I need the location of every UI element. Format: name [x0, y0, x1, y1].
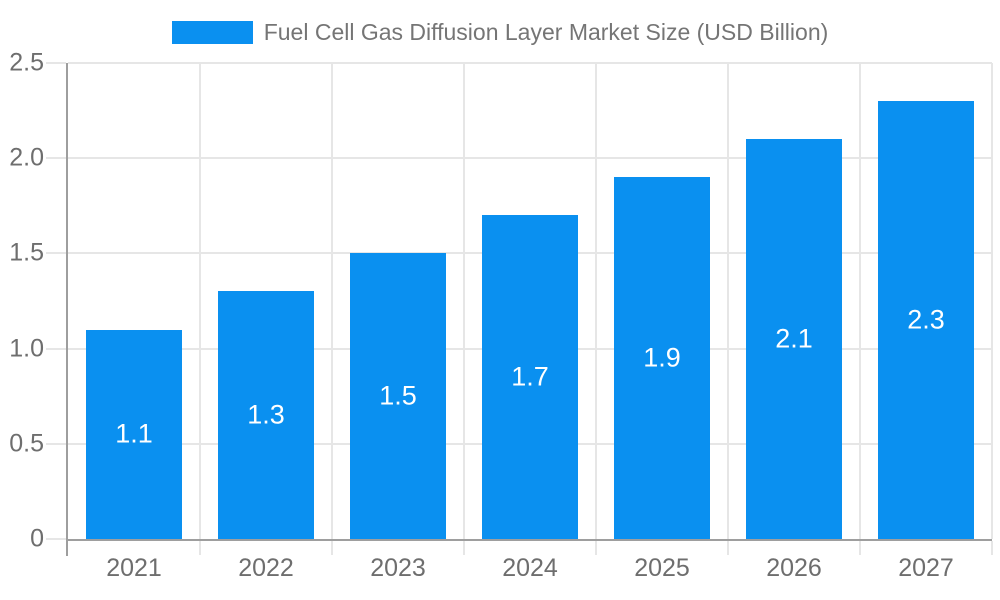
y-tick-label: 0.5 — [9, 429, 44, 458]
bar: 1.1 — [85, 329, 183, 539]
x-axis-tick — [991, 541, 993, 555]
h-gridline — [68, 157, 992, 160]
bar-value-label: 2.3 — [907, 304, 945, 335]
bar: 2.3 — [877, 101, 975, 539]
y-axis-tick — [46, 347, 66, 350]
v-gridline — [198, 63, 201, 539]
bar: 1.5 — [349, 253, 447, 539]
y-axis-tick — [46, 157, 66, 160]
bar: 1.9 — [613, 177, 711, 539]
y-axis-tick — [46, 442, 66, 445]
v-gridline — [463, 63, 465, 539]
y-tick-label: 1.0 — [9, 334, 44, 363]
y-tick-label: 2.5 — [9, 48, 44, 77]
x-axis-tick — [727, 541, 729, 555]
plot-area: 0 0.5 1.0 1.5 2.0 2.5 1.1 2021 1.3 2022 1.5 2023 1.7… — [9, 50, 993, 582]
x-tick-label: 2027 — [898, 554, 954, 582]
chart-legend: Fuel Cell Gas Diffusion Layer Market Siz… — [0, 17, 1000, 47]
h-gridline — [68, 62, 992, 64]
v-gridline — [727, 63, 729, 539]
bar-value-label: 1.7 — [511, 361, 549, 392]
bar-value-label: 2.1 — [775, 323, 813, 354]
bar-value-label: 1.1 — [115, 418, 153, 449]
x-tick-label: 2025 — [634, 554, 690, 582]
y-axis-tick — [46, 538, 66, 540]
x-tick-label: 2024 — [502, 554, 558, 582]
bar: 1.7 — [481, 215, 579, 539]
bar-value-label: 1.5 — [379, 380, 417, 411]
legend-label: Fuel Cell Gas Diffusion Layer Market Siz… — [263, 18, 829, 45]
x-axis-tick — [198, 541, 201, 555]
v-gridline — [991, 63, 993, 539]
x-axis-tick — [463, 541, 465, 555]
v-gridline — [330, 63, 333, 539]
y-axis-tick — [46, 62, 66, 64]
x-axis-tick — [594, 541, 597, 555]
x-axis-tick — [859, 541, 861, 555]
y-tick-label: 0 — [30, 524, 44, 553]
bar-value-label: 1.9 — [643, 342, 681, 373]
x-axis-tick — [330, 541, 333, 555]
bar-value-label: 1.3 — [247, 399, 285, 430]
x-tick-label: 2026 — [766, 554, 822, 582]
v-gridline — [859, 63, 861, 539]
y-axis-tick — [46, 252, 66, 255]
x-tick-label: 2021 — [106, 554, 162, 582]
x-tick-label: 2023 — [370, 554, 426, 582]
y-tick-label: 2.0 — [9, 143, 44, 172]
y-axis-extension — [66, 539, 68, 556]
x-tick-label: 2022 — [238, 554, 294, 582]
legend-swatch-icon — [171, 20, 253, 44]
v-gridline — [594, 63, 597, 539]
y-tick-label: 1.5 — [9, 238, 44, 267]
bar: 1.3 — [217, 291, 315, 539]
bar: 2.1 — [745, 139, 843, 539]
